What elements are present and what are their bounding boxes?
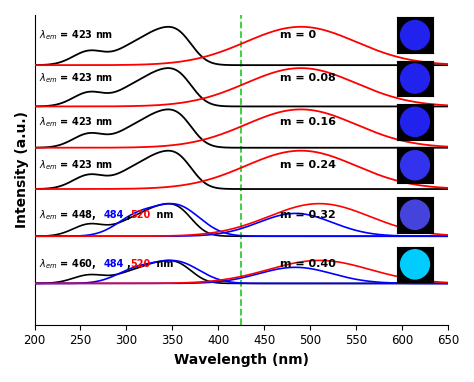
Text: 520: 520 — [130, 210, 151, 220]
X-axis label: Wavelength (nm): Wavelength (nm) — [173, 353, 309, 367]
Text: $\lambda_{em}$ = 448,: $\lambda_{em}$ = 448, — [39, 208, 96, 222]
Text: $\lambda_{em}$ = 423 nm: $\lambda_{em}$ = 423 nm — [39, 115, 113, 129]
Text: nm: nm — [153, 259, 173, 269]
Text: 520: 520 — [130, 259, 151, 269]
Text: $\lambda_{em}$ = 423 nm: $\lambda_{em}$ = 423 nm — [39, 71, 113, 86]
Text: $\lambda_{em}$ = 423 nm: $\lambda_{em}$ = 423 nm — [39, 28, 113, 42]
Text: m = 0.32: m = 0.32 — [281, 210, 336, 220]
Text: m = 0: m = 0 — [281, 30, 317, 40]
Text: m = 0.08: m = 0.08 — [281, 73, 336, 84]
Text: ,: , — [126, 210, 130, 220]
Text: ,: , — [126, 259, 130, 269]
Y-axis label: Intensity (a.u.): Intensity (a.u.) — [15, 112, 29, 228]
Text: m = 0.24: m = 0.24 — [281, 160, 337, 170]
Text: $\lambda_{em}$ = 460,: $\lambda_{em}$ = 460, — [39, 257, 96, 271]
Text: nm: nm — [153, 210, 173, 220]
Text: $\lambda_{em}$ = 423 nm: $\lambda_{em}$ = 423 nm — [39, 158, 113, 172]
Text: m = 0.40: m = 0.40 — [281, 259, 337, 269]
Text: 484: 484 — [103, 210, 124, 220]
Text: 484: 484 — [103, 259, 124, 269]
Text: m = 0.16: m = 0.16 — [281, 117, 337, 127]
